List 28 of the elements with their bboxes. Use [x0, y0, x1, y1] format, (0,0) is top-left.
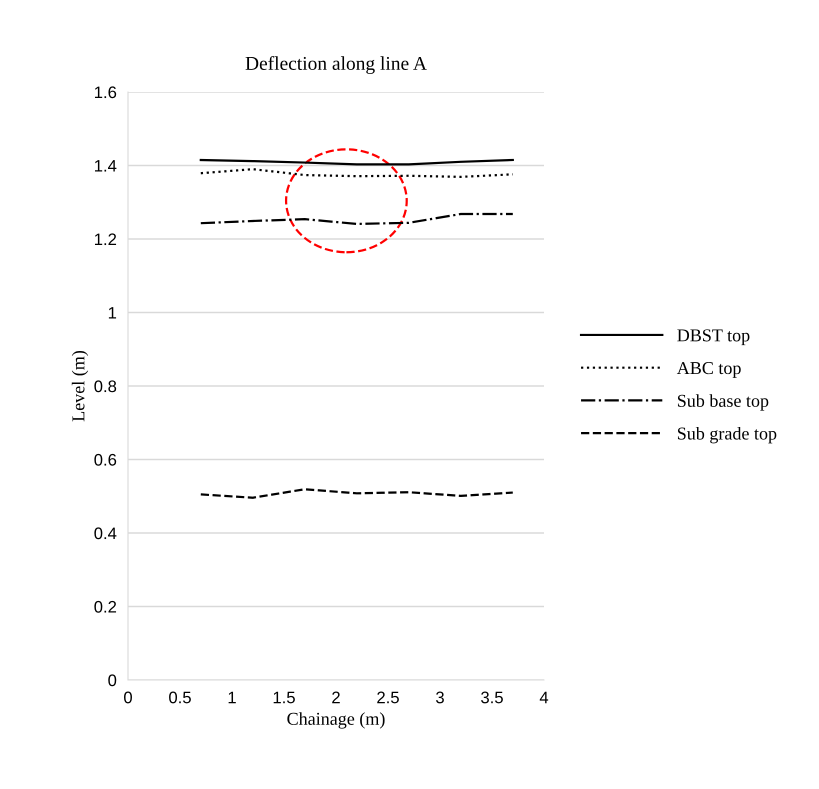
x-tick-label: 4	[540, 692, 548, 704]
x-tick-label: 1.5	[274, 692, 295, 704]
x-tick-label: 0.5	[169, 692, 191, 704]
legend-label: Sub base top	[678, 394, 768, 411]
line-series	[200, 168, 514, 178]
y-tick-label: 0	[108, 674, 116, 686]
y-tick-label: 0.8	[94, 380, 116, 392]
y-tick-label: 1	[108, 307, 116, 319]
chart-title: Deflection along line A	[246, 56, 427, 74]
line-series	[200, 488, 514, 499]
y-tick-label: 0.2	[94, 600, 116, 613]
y-tick-label: 1.6	[94, 86, 116, 98]
legend-label: Sub grade top	[678, 426, 776, 444]
legend-label: ABC top	[676, 362, 741, 378]
x-tick-label: 3.5	[481, 692, 503, 704]
y-tick-label: 0.6	[94, 454, 116, 466]
x-tick-label: 1	[228, 692, 236, 704]
y-axis-title: Level (m)	[72, 350, 88, 422]
x-tick-label: 0	[124, 692, 132, 704]
y-tick-label: 1.2	[94, 233, 116, 246]
line-series	[200, 212, 514, 226]
x-axis-title: Chainage (m)	[287, 712, 385, 729]
x-tick-label: 2	[332, 692, 340, 704]
x-tick-label: 2.5	[377, 692, 399, 704]
x-tick-label: 3	[436, 692, 444, 704]
y-tick-label: 0.4	[94, 527, 116, 540]
legend-label: DBST top	[677, 329, 750, 346]
y-tick-label: 1.4	[94, 160, 116, 172]
